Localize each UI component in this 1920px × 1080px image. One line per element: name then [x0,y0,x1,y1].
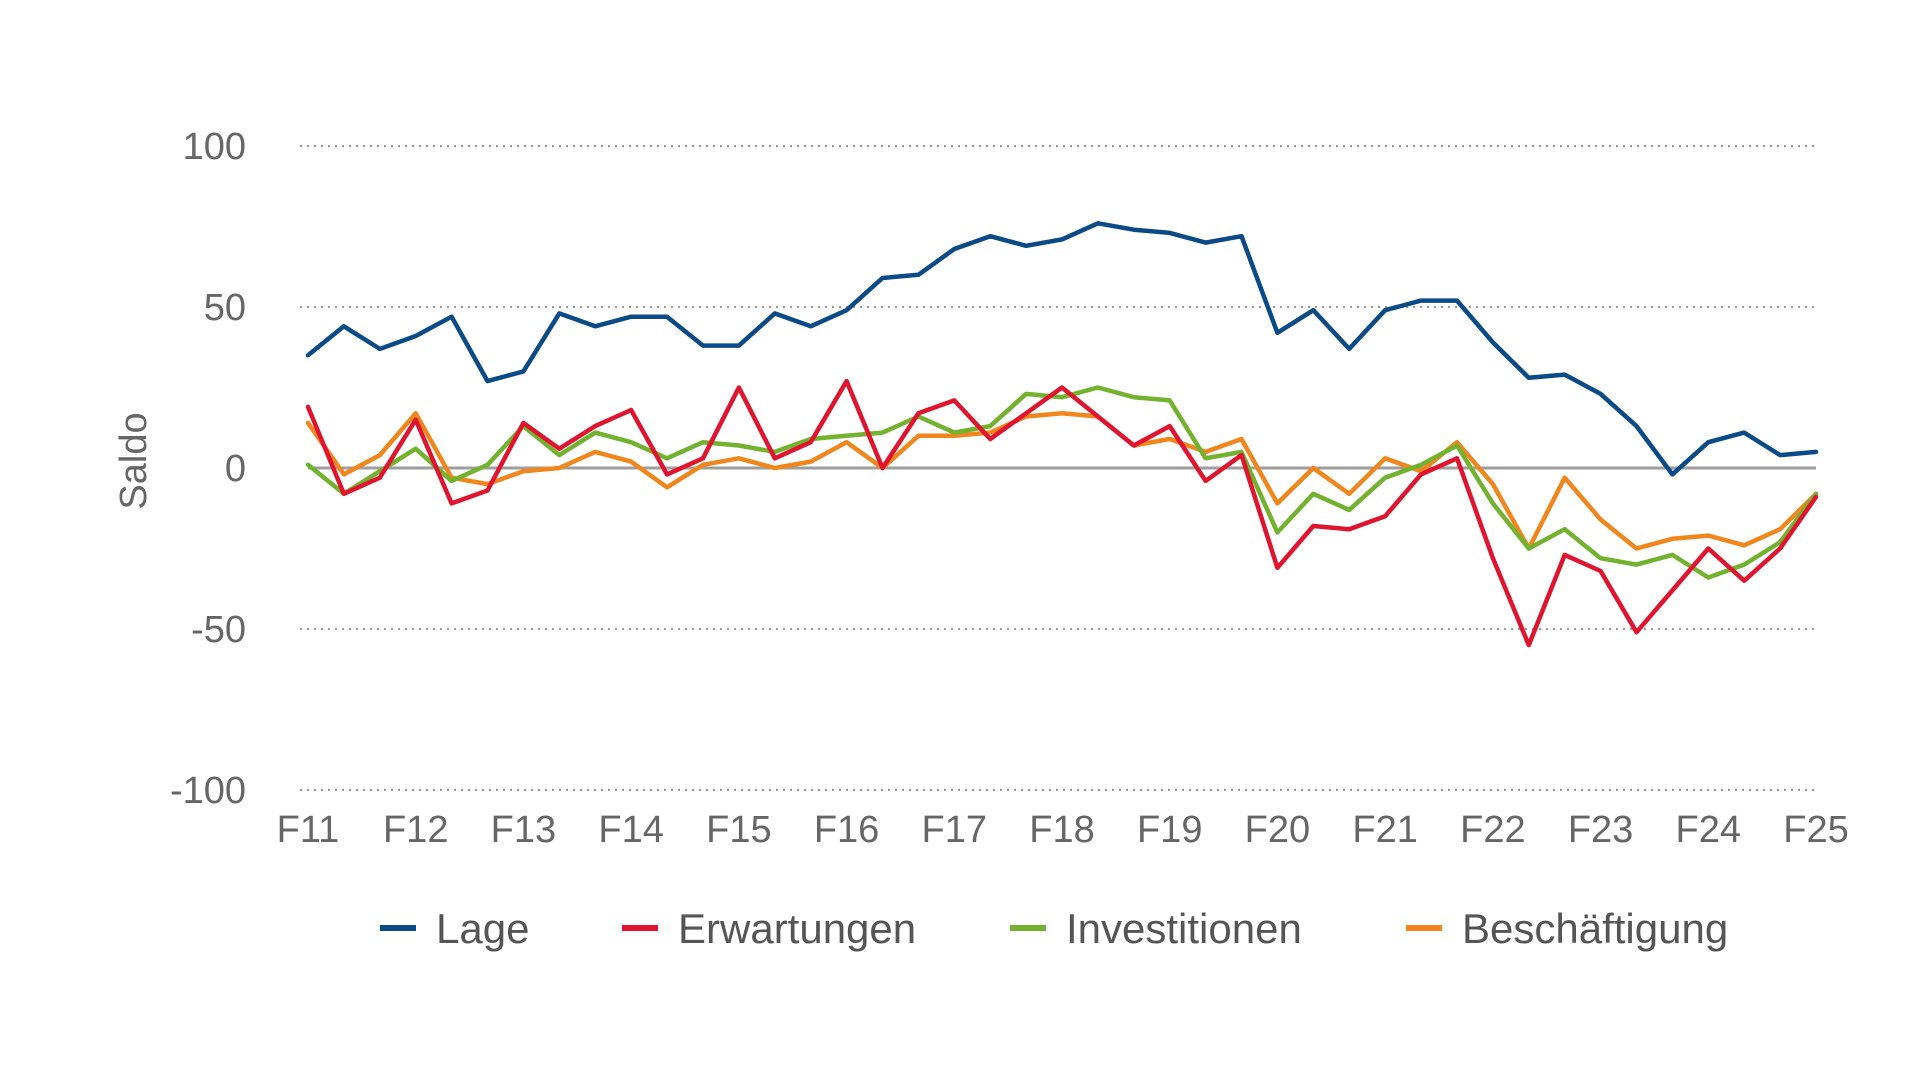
x-tick-label: F13 [491,809,556,851]
x-tick-label: F17 [922,809,987,851]
y-tick-label: 0 [225,448,246,490]
x-tick-label: F22 [1460,809,1525,851]
series-line-lage [305,221,1819,477]
legend-label: Investitionen [1066,905,1302,952]
x-tick-label: F23 [1568,809,1633,851]
series-line-besch-ftigung [305,411,1819,551]
x-tick-label: F12 [383,809,448,851]
series-lines [305,221,1819,648]
x-axis-ticks: F11 F12 F13 F14 F15 F16 F17 F18 F19 F20 F21 F22 F23 F… [277,809,1849,851]
x-tick-label: F20 [1245,809,1310,851]
legend-label: Lage [436,905,529,952]
x-tick-label: F11 [277,809,340,851]
legend-label: Erwartungen [678,905,916,952]
x-tick-label: F14 [598,809,663,851]
x-tick-label: F18 [1029,809,1094,851]
x-tick-label: F21 [1352,809,1417,851]
x-tick-label: F25 [1783,809,1848,851]
legend-label: Beschäftigung [1462,905,1728,952]
y-axis-ticks: 100 50 0 -50 -100 [170,126,246,812]
x-tick-label: F16 [814,809,879,851]
y-tick-label: 100 [183,126,246,168]
gridlines [300,145,1816,791]
x-tick-label: F19 [1137,809,1202,851]
x-tick-label: F24 [1676,809,1741,851]
legend: Lage Erwartungen Investitionen Beschäftigun… [380,905,1728,952]
x-tick-label: F15 [706,809,771,851]
y-tick-label: -50 [191,609,246,651]
series-line-erwartungen [305,378,1819,648]
series-line-investitionen [305,385,1819,580]
y-axis-title: Saldo [113,412,155,509]
y-tick-label: 50 [204,287,246,329]
y-tick-label: -100 [170,770,246,812]
